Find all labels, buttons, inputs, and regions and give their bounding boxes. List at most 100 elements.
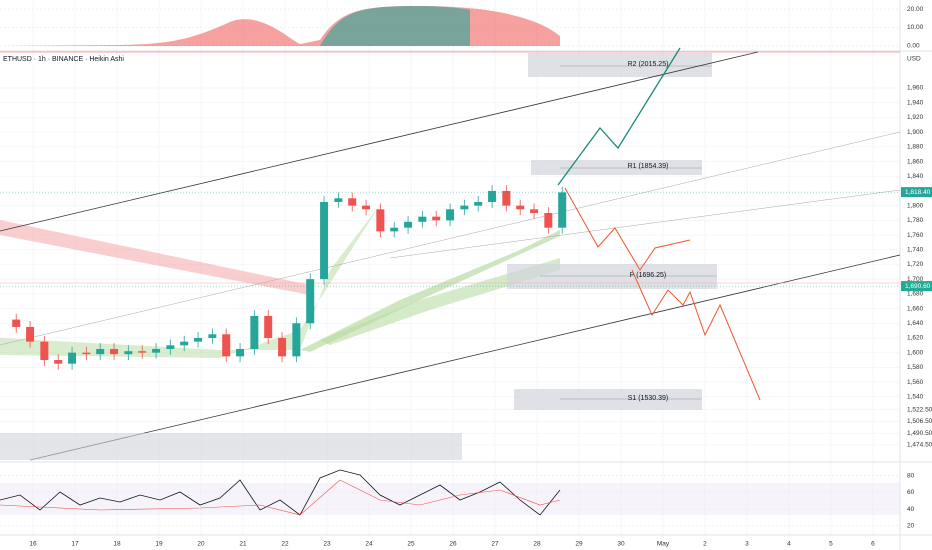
y-tick-label: 1,920 <box>907 114 924 121</box>
y-tick-label: 1,800 <box>907 202 924 209</box>
y-tick-label: 1,740 <box>907 246 924 253</box>
y-tick-label: 1,660 <box>907 305 924 312</box>
x-tick-label: 29 <box>575 541 583 548</box>
candle-body <box>460 205 469 210</box>
x-tick-label: 24 <box>365 541 373 548</box>
candle-body <box>306 279 315 324</box>
trend-line <box>0 51 759 232</box>
x-tick-label: 19 <box>155 541 163 548</box>
candle-body <box>264 315 273 338</box>
projection-path <box>631 269 761 401</box>
candle-body <box>488 190 497 202</box>
x-tick-label: 6 <box>871 541 875 548</box>
pivot-box <box>514 389 702 410</box>
candle-body <box>12 319 21 327</box>
price-tag-label: 1,690.60 <box>905 283 931 290</box>
candle-body <box>222 334 231 357</box>
y-tick-label: 0.00 <box>907 43 920 50</box>
y-tick-label: 1,490.50 <box>907 430 932 437</box>
candle-body <box>236 348 245 357</box>
y-tick-label: 1,640 <box>907 320 924 327</box>
candle-body <box>292 323 301 357</box>
candle-body <box>180 341 189 346</box>
y-tick-label: 20.00 <box>907 6 924 13</box>
ribbon <box>0 205 380 358</box>
x-tick-label: 3 <box>745 541 749 548</box>
candle-body <box>96 348 105 355</box>
candle-body <box>26 326 35 342</box>
y-tick-label: 1,960 <box>907 85 924 92</box>
y-tick-label: 60 <box>907 489 915 496</box>
x-tick-label: 5 <box>829 541 833 548</box>
y-tick-label: 1,540 <box>907 393 924 400</box>
candle-body <box>82 352 91 355</box>
trend-line <box>0 131 901 346</box>
x-tick-label: 22 <box>281 541 289 548</box>
projection-path <box>564 187 691 271</box>
y-tick-label: 1,474.50 <box>907 442 932 449</box>
candle-body <box>376 209 385 232</box>
candle-body <box>404 221 413 228</box>
rsi-line <box>0 469 561 516</box>
projection-path <box>557 47 681 186</box>
candle-body <box>152 348 161 353</box>
x-tick-label: 25 <box>407 541 415 548</box>
pivot-box <box>528 53 712 77</box>
candles <box>12 185 567 370</box>
x-tick-label: 2 <box>703 541 707 548</box>
y-tick-label: 1,840 <box>907 173 924 180</box>
y-tick-label: 1,760 <box>907 232 924 239</box>
pivot-label: R2 (2015.25) <box>628 61 669 68</box>
candle-body <box>138 351 147 353</box>
x-tick-label: 23 <box>323 541 331 548</box>
candle-body <box>40 341 49 361</box>
oscillator-histogram <box>320 6 470 46</box>
candle-body <box>54 360 63 364</box>
y-tick-label: 1,600 <box>907 349 924 356</box>
y-tick-label: 20 <box>907 523 915 530</box>
candle-body <box>68 352 77 364</box>
x-tick-label: 16 <box>29 541 37 548</box>
y-tick-label: 1,506.50 <box>907 418 932 425</box>
pivot-box <box>507 264 717 289</box>
x-tick-label: 18 <box>113 541 121 548</box>
y-tick-label: 1,900 <box>907 129 924 136</box>
candle-body <box>166 345 175 349</box>
candle-body <box>502 190 511 206</box>
candle-body <box>334 198 343 202</box>
trend-line <box>29 254 901 461</box>
candle-body <box>124 351 133 355</box>
x-tick-label: 26 <box>449 541 457 548</box>
price-tag <box>901 187 932 198</box>
price-tag-label: 1,818.40 <box>905 189 931 196</box>
y-tick-label: 1,560 <box>907 379 924 386</box>
pivot-label: S1 (1530.39) <box>628 395 668 402</box>
x-tick-label: 21 <box>239 541 247 548</box>
y-tick-label: 1,580 <box>907 364 924 371</box>
ribbon <box>300 230 560 352</box>
trend-line <box>389 189 901 259</box>
y-tick-label: 1,880 <box>907 144 924 151</box>
candle-body <box>250 315 259 349</box>
candle-body <box>530 209 539 213</box>
rsi-signal <box>0 479 561 516</box>
volume-zone <box>0 433 462 460</box>
x-tick-label: 28 <box>533 541 541 548</box>
x-tick-label: 27 <box>491 541 499 548</box>
candle-body <box>558 192 567 228</box>
y-tick-label: 80 <box>907 472 915 479</box>
candle-body <box>110 348 119 355</box>
y-tick-label: 1,860 <box>907 158 924 165</box>
ribbon <box>320 258 560 345</box>
y-tick-label: 1,680 <box>907 291 924 298</box>
rsi-band <box>0 483 900 515</box>
currency-label: USD <box>907 56 921 63</box>
candle-body <box>474 201 483 206</box>
x-tick-label: May <box>657 541 670 548</box>
candle-body <box>390 227 399 232</box>
pivot-box <box>531 160 702 175</box>
symbol-title: ETHUSD · 1h · BINANCE · Heikin Ashi <box>3 56 124 63</box>
candle-body <box>278 337 287 357</box>
y-tick-label: 1,700 <box>907 276 924 283</box>
